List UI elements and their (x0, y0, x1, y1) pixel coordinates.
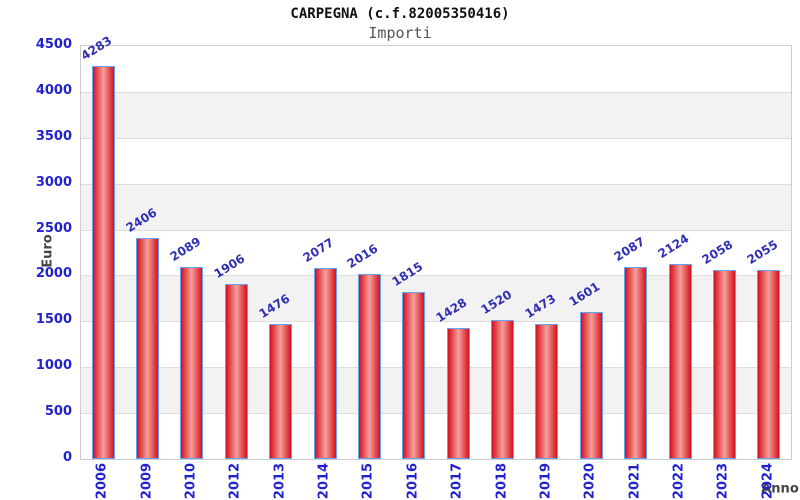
y-tick-label: 0 (62, 450, 72, 465)
y-axis-title: Euro (40, 234, 56, 268)
bar (313, 268, 337, 459)
x-tick-label: 2016 (405, 462, 421, 500)
bar (224, 284, 248, 459)
x-tick-label: 2019 (538, 462, 554, 500)
bar (579, 312, 603, 459)
y-tick-label: 4500 (35, 37, 72, 52)
bar (446, 327, 470, 459)
x-tick-label: 2023 (715, 462, 731, 500)
bar (402, 292, 426, 459)
bar (91, 65, 115, 459)
bar (180, 267, 204, 459)
plot-band (81, 91, 791, 138)
x-tick-label: 2009 (139, 462, 155, 500)
gridline (81, 229, 791, 231)
bar (668, 264, 692, 459)
plot-band (81, 183, 791, 230)
bar (712, 270, 736, 459)
gridline (81, 367, 791, 369)
x-tick-label: 2013 (272, 462, 288, 500)
y-tick-label: 1500 (35, 312, 72, 328)
x-tick-label: 2010 (183, 462, 199, 500)
y-tick-label: 4000 (35, 82, 72, 98)
y-tick-label: 3000 (35, 174, 72, 190)
x-tick-label: 2024 (760, 462, 776, 500)
x-tick-label: 2012 (227, 462, 243, 500)
x-tick-label: 2020 (582, 462, 598, 500)
y-tick-label: 1000 (35, 358, 72, 374)
gridline (81, 413, 791, 415)
bar (757, 270, 781, 459)
bar (491, 319, 515, 459)
bar (357, 273, 381, 459)
x-tick-label: 2018 (494, 462, 510, 500)
x-tick-label: 2021 (627, 462, 643, 500)
x-tick-label: 2017 (449, 462, 465, 500)
y-tick-label: 500 (44, 404, 72, 420)
gridline (81, 183, 791, 185)
plot-area: 4283 2406 2089 1906 1476 2077 2016 1815 1428 1520… (79, 33, 792, 460)
gridline (81, 91, 791, 93)
gridline (81, 137, 791, 139)
y-tick-label: 3500 (35, 128, 72, 144)
gridline (81, 321, 791, 323)
x-tick-label: 2015 (360, 462, 376, 500)
bar (535, 323, 559, 459)
chart-title: CARPEGNA (c.f.82005350416) (290, 6, 510, 22)
x-tick-label: 2014 (316, 462, 332, 500)
x-tick-label: 2022 (671, 462, 687, 500)
bar (624, 267, 648, 459)
y-tick-label: 2500 (35, 220, 72, 236)
x-tick-label: 2006 (94, 462, 110, 500)
plot-band (81, 138, 791, 184)
chart-subtitle: Importi (368, 24, 432, 42)
gridline (81, 275, 791, 277)
x-axis-title: Anno (761, 481, 799, 497)
y-tick-label: 2000 (35, 266, 72, 282)
bar (136, 238, 160, 459)
bar (269, 323, 293, 459)
plot-band (81, 46, 791, 92)
